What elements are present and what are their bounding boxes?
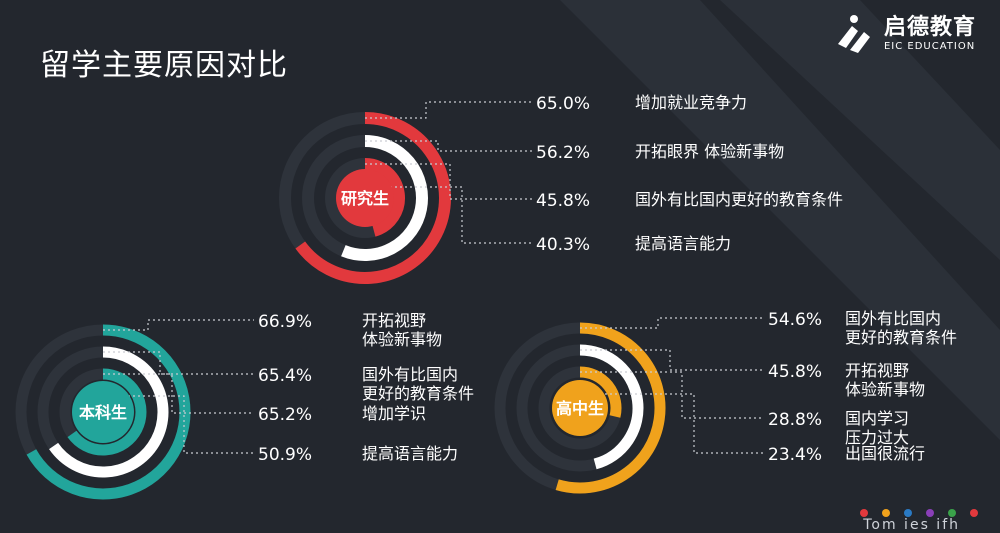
category-label: 国外有比国内更好的教育条件 <box>635 190 843 209</box>
radial-bar <box>579 344 644 470</box>
category-label: 增加学识 <box>362 404 426 423</box>
percent-label: 54.6% <box>768 310 822 330</box>
leader-line <box>580 317 764 329</box>
leader-line <box>580 393 764 454</box>
radial-bar <box>295 112 451 284</box>
center-label: 研究生 <box>341 189 389 208</box>
center-label: 本科生 <box>79 403 127 422</box>
eic-logo-icon <box>837 15 870 53</box>
category-label: 开拓视野 <box>362 311 426 330</box>
percent-label: 50.9% <box>258 445 312 465</box>
leader-line <box>365 140 532 152</box>
leader-line <box>365 163 532 200</box>
category-label: 出国很流行 <box>845 444 925 463</box>
category-label: 提高语言能力 <box>362 444 458 463</box>
category-label: 提高语言能力 <box>635 234 731 253</box>
category-label: 压力过大 <box>845 428 909 447</box>
center-disc <box>552 380 608 436</box>
category-label: 开拓视野 <box>845 361 909 380</box>
category-label: 体验新事物 <box>362 330 442 349</box>
category-label: 国外有比国内 <box>845 309 941 328</box>
category-label: 国内学习 <box>845 409 909 428</box>
radial-bar <box>26 324 191 500</box>
background-decoration <box>560 0 1000 440</box>
color-dot <box>926 509 934 517</box>
leader-line <box>103 351 254 375</box>
center-disc <box>336 169 394 227</box>
radial-bar <box>555 322 666 494</box>
category-label: 更好的教育条件 <box>362 384 474 403</box>
color-dot <box>882 509 890 517</box>
category-label: 开拓眼界 体验新事物 <box>635 142 784 161</box>
footer-text: Tom ies ifh <box>863 517 960 533</box>
percent-label: 65.2% <box>258 405 312 425</box>
percent-label: 40.3% <box>536 235 590 255</box>
color-dot <box>904 509 912 517</box>
center-disc <box>72 381 134 443</box>
color-dot <box>860 509 868 517</box>
radial-bar <box>364 158 405 237</box>
leader-line <box>365 186 532 244</box>
radial-bar <box>67 368 147 456</box>
color-dot <box>948 509 956 517</box>
leader-line <box>580 349 764 371</box>
radial-chart: 65.0% 增加就业竞争力 56.2% 开拓眼界 体验新事物 45.8% 国外有比国内更好… <box>279 93 843 284</box>
category-label: 增加就业竞争力 <box>635 93 747 112</box>
percent-label: 65.0% <box>536 94 590 114</box>
brand-name: 启德教育 <box>883 14 976 40</box>
color-dot <box>970 509 978 517</box>
percent-label: 23.4% <box>768 445 822 465</box>
radial-bar <box>341 135 428 261</box>
brand-logo: 启德教育 EIC EDUCATION <box>832 14 976 54</box>
leader-line <box>365 101 532 119</box>
percent-label: 28.8% <box>768 410 822 430</box>
percent-label: 66.9% <box>258 312 312 332</box>
leader-line <box>580 371 764 419</box>
center-label: 高中生 <box>556 399 604 418</box>
brand-subtitle: EIC EDUCATION <box>883 40 976 52</box>
percent-label: 45.8% <box>536 191 590 211</box>
category-label: 更好的教育条件 <box>845 328 957 347</box>
percent-label: 45.8% <box>768 362 822 382</box>
percent-label: 65.4% <box>258 366 312 386</box>
color-dots <box>860 509 978 517</box>
percent-label: 56.2% <box>536 143 590 163</box>
radial-bar <box>49 346 169 478</box>
radial-bar <box>579 366 622 418</box>
page-title: 留学主要原因对比 <box>40 48 288 83</box>
category-label: 体验新事物 <box>845 380 925 399</box>
category-label: 国外有比国内 <box>362 365 458 384</box>
leader-line <box>103 395 254 454</box>
leader-line <box>103 319 254 331</box>
